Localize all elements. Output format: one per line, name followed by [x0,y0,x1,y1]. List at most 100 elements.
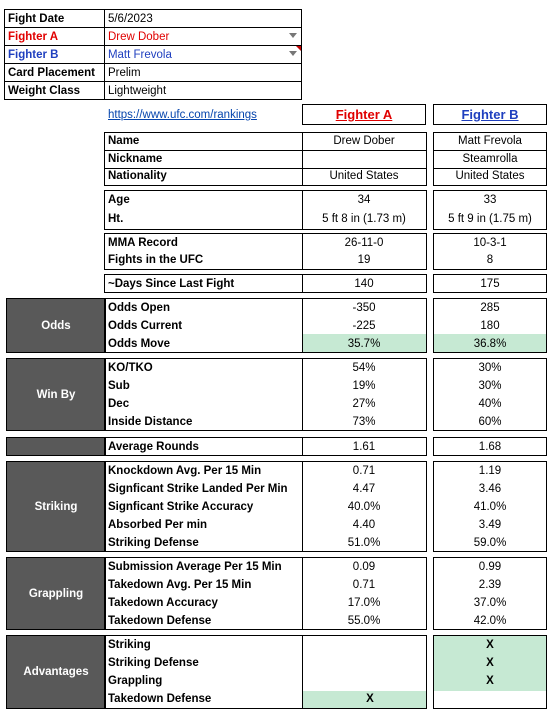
ko-tko-b[interactable]: 30% [478,362,502,374]
takedown-avg-a[interactable]: 0.71 [352,579,376,591]
row-strikes-landed: Signficant Strike Landed Per Min 4.47 3.… [0,480,554,498]
absorbed-a[interactable]: 4.40 [352,519,376,531]
grappling-box-a [104,557,427,630]
odds-move-a-highlight [303,334,426,352]
strikes-landed-b[interactable]: 3.46 [478,483,502,495]
weight-class-cell[interactable]: Lightweight [103,81,303,100]
takedown-accuracy-a[interactable]: 17.0% [347,597,381,609]
grappling-section-label: Grappling [6,557,106,630]
odds-move-a[interactable]: 35.7% [347,338,381,350]
adv-striking-label: Striking [108,639,151,651]
ko-tko-a[interactable]: 54% [352,362,376,374]
advantages-a-highlight [303,691,426,708]
strikes-landed-label: Signficant Strike Landed Per Min [108,483,288,495]
nickname-label: Nickname [108,153,163,165]
row-absorbed: Absorbed Per min 4.40 3.49 [0,516,554,534]
striking-defense-a[interactable]: 51.0% [347,537,381,549]
card-placement-label: Card Placement [4,63,105,82]
height-b[interactable]: 5 ft 9 in (1.75 m) [448,213,532,225]
age-a[interactable]: 34 [357,194,371,206]
record-box-b [433,233,547,270]
mma-record-a[interactable]: 26-11-0 [344,237,384,249]
odds-current-label: Odds Current [108,320,183,332]
submission-avg-label: Submission Average Per 15 Min [108,561,282,573]
sub-a[interactable]: 19% [352,380,376,392]
adv-grappling-label: Grappling [108,675,163,687]
ufc-fights-b[interactable]: 8 [486,254,494,266]
card-placement-cell[interactable]: Prelim [103,63,303,82]
dropdown-arrow-icon[interactable] [289,33,297,38]
dec-b[interactable]: 40% [478,398,502,410]
strike-accuracy-a[interactable]: 40.0% [347,501,381,513]
average-rounds-b[interactable]: 1.68 [478,441,502,453]
days-since-b[interactable]: 175 [480,278,500,290]
dropdown-arrow-icon[interactable] [289,51,297,56]
odds-current-b[interactable]: 180 [480,320,500,332]
dec-a[interactable]: 27% [352,398,376,410]
inside-distance-b[interactable]: 60% [478,416,502,428]
striking-defense-b[interactable]: 59.0% [473,537,507,549]
name-a[interactable]: Drew Dober [333,135,395,147]
profile-box-a [104,132,427,186]
fighter-a-dropdown[interactable]: Drew Dober [103,27,303,46]
winby-section-label: Win By [6,358,106,431]
odds-box-a [104,298,427,353]
knockdown-avg-b[interactable]: 1.19 [478,465,502,477]
days-box-b [433,274,547,293]
days-since-a[interactable]: 140 [354,278,374,290]
takedown-accuracy-b[interactable]: 37.0% [473,597,507,609]
nickname-b[interactable]: Steamrolla [462,153,518,165]
name-b[interactable]: Matt Frevola [458,135,522,147]
ufc-fights-a[interactable]: 19 [357,254,371,266]
nationality-a[interactable]: United States [329,170,399,182]
rounds-box-b [433,437,547,456]
adv-grappling-b[interactable]: X [486,675,494,687]
profile-box-b [433,132,547,186]
row-dec: Dec 27% 40% [0,395,554,413]
absorbed-b[interactable]: 3.49 [478,519,502,531]
sub-b[interactable]: 30% [478,380,502,392]
odds-current-a[interactable]: -225 [352,320,376,332]
record-box-a [104,233,427,270]
rounds-section-bar [6,437,106,456]
average-rounds-a[interactable]: 1.61 [352,441,376,453]
odds-open-b[interactable]: 285 [480,302,500,314]
mma-record-b[interactable]: 10-3-1 [473,237,507,249]
row-days-since: ~Days Since Last Fight 140 175 [0,275,554,293]
takedown-defense-b[interactable]: 42.0% [473,615,507,627]
nationality-b[interactable]: United States [455,170,525,182]
height-a[interactable]: 5 ft 8 in (1.73 m) [322,213,406,225]
row-adv-grappling: Grappling X [0,672,554,690]
fight-date-cell[interactable]: 5/6/2023 [103,9,303,28]
row-height: Ht. 5 ft 8 in (1.73 m) 5 ft 9 in (1.75 m… [0,210,554,228]
striking-section-label: Striking [6,461,106,552]
takedown-defense-label: Takedown Defense [108,615,212,627]
takedown-defense-a[interactable]: 55.0% [347,615,381,627]
odds-section-label: Odds [6,298,106,353]
odds-move-label: Odds Move [108,338,170,350]
advantages-section-label: Advantages [6,635,106,709]
strike-accuracy-b[interactable]: 41.0% [473,501,507,513]
striking-box-b [433,461,547,552]
knockdown-avg-a[interactable]: 0.71 [352,465,376,477]
odds-box-b [433,298,547,353]
strikes-landed-a[interactable]: 4.47 [352,483,376,495]
row-striking-defense: Striking Defense 51.0% 59.0% [0,534,554,552]
row-adv-striking: Striking X [0,636,554,654]
fighter-b-dropdown[interactable]: Matt Frevola [103,45,303,64]
row-name: Name Drew Dober Matt Frevola [0,132,554,150]
striking-defense-label: Striking Defense [108,537,199,549]
row-takedown-avg: Takedown Avg. Per 15 Min 0.71 2.39 [0,576,554,594]
comment-indicator-icon [296,46,301,51]
inside-distance-a[interactable]: 73% [352,416,376,428]
odds-open-a[interactable]: -350 [352,302,376,314]
adv-striking-b[interactable]: X [486,639,494,651]
adv-striking-defense-b[interactable]: X [486,657,494,669]
adv-takedown-defense-a[interactable]: X [366,693,374,705]
submission-avg-a[interactable]: 0.09 [352,561,376,573]
age-b[interactable]: 33 [483,194,497,206]
submission-avg-b[interactable]: 0.99 [478,561,502,573]
odds-move-b[interactable]: 36.8% [473,338,507,350]
rankings-link[interactable]: https://www.ufc.com/rankings [108,109,257,121]
takedown-avg-b[interactable]: 2.39 [478,579,502,591]
